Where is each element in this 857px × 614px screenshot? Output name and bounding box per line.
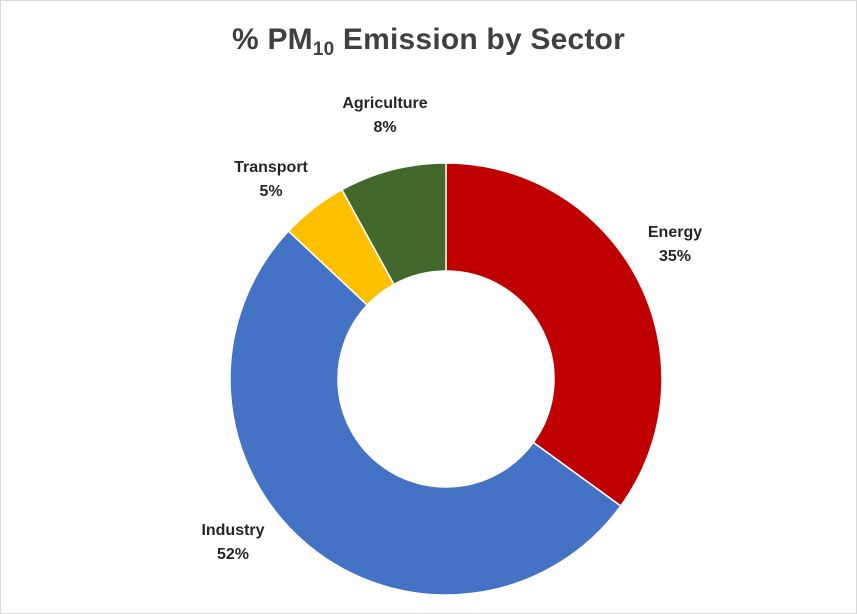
chart-title-subscript: 10	[312, 39, 335, 60]
chart-title-prefix: % PM	[232, 23, 313, 56]
label-category-industry: Industry	[201, 522, 264, 539]
label-value-industry: 52%	[217, 546, 249, 563]
data-label-agriculture: Agriculture 8%	[342, 95, 427, 136]
donut-slices	[229, 162, 663, 596]
label-value-energy: 35%	[659, 248, 691, 265]
label-category-energy: Energy	[648, 224, 702, 241]
data-label-transport: Transport 5%	[234, 159, 308, 200]
chart-title-suffix: Emission by Sector	[334, 23, 625, 56]
label-category-agriculture: Agriculture	[342, 95, 427, 112]
donut-labels: Energy 35% Industry 52% Transport 5% Agricultu…	[201, 95, 702, 563]
label-value-agriculture: 8%	[373, 119, 396, 136]
slice-industry	[229, 230, 622, 596]
chart-title: % PM10 Emission by Sector	[1, 23, 856, 61]
label-category-transport: Transport	[234, 159, 308, 176]
data-label-energy: Energy 35%	[648, 224, 702, 265]
label-value-transport: 5%	[259, 183, 282, 200]
slice-agriculture	[340, 162, 447, 286]
data-label-industry: Industry 52%	[201, 522, 264, 563]
slice-energy	[445, 162, 663, 508]
